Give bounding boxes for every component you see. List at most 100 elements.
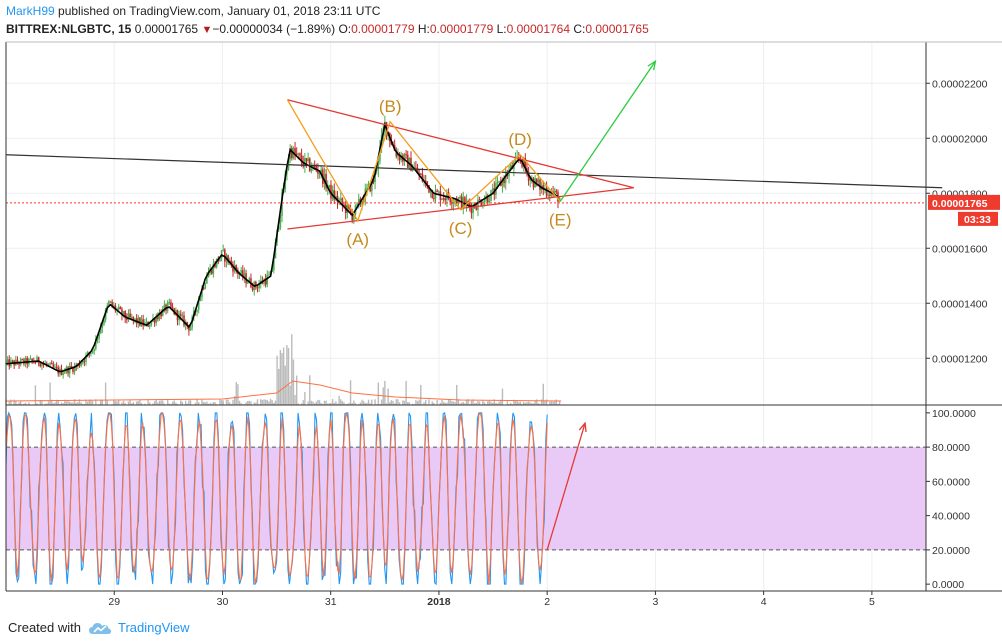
chart-svg[interactable]: (A) (B) (C) (D) (E) 0.00001200 0.00001400 0.000… [0,0,1002,612]
volume-bar [8,401,10,405]
volume-bar [488,400,491,405]
candle-body [258,284,260,289]
volume-bar [72,402,74,405]
volume-bar [28,402,30,405]
volume-bar [501,388,504,405]
volume-bar [509,402,512,405]
candle-body [444,198,447,201]
volume-bar [289,385,291,405]
candle-body [264,279,267,285]
candle-body [142,319,144,326]
volume-bar [377,382,380,405]
volume-bar [15,400,17,405]
volume-bar [168,403,171,405]
candle-body [305,158,308,162]
candle-body [168,302,171,304]
candle-body [91,351,94,354]
created-with-text: Created with [8,620,81,635]
volume-bar [452,401,455,405]
volume-bar [495,402,497,405]
candle-body [351,212,354,221]
wave-label-e: (E) [549,211,572,230]
candle-body [202,288,205,290]
candle-body [290,147,293,159]
price-tick-label: 0.00001400 [932,298,988,310]
volume-bar [135,401,138,405]
volume-bar [335,401,337,405]
volume-bar [114,400,117,405]
volume-bar [129,399,131,405]
volume-bar [418,399,420,405]
volume-bar [139,399,141,405]
candle-body [90,353,92,355]
volume-bar [157,402,159,405]
time-tick-label: 31 [325,596,337,608]
candle-body [246,282,249,284]
volume-bar [237,384,239,405]
volume-bar [526,402,528,405]
volume-bar [407,402,409,405]
candle-body [197,300,200,310]
stoch-tick-label: 80.0000 [932,442,970,454]
candle-body [96,338,99,340]
candle-body [454,200,456,202]
candle-body [240,270,242,274]
candle-body [86,352,89,355]
candle-body [310,169,313,171]
volume-bar [423,402,425,405]
candle-body [111,301,113,307]
candle-body [491,188,494,190]
candle-body [424,180,427,182]
candle-body [68,366,71,374]
candle-body [256,287,259,289]
volume-bar [163,403,166,405]
tradingview-brand[interactable]: TradingView [118,620,190,635]
symbol-label: BITTREX:NLGBTC, 15 [6,22,132,36]
time-tick-label: 2018 [427,596,451,608]
candle-body [371,179,373,192]
candle-body [428,185,430,193]
candle-body [93,348,95,352]
volume-bar [250,401,252,405]
volume-bar [273,402,275,405]
volume-bar [364,403,366,405]
candle-body [157,316,159,320]
price-tick-label: 0.00001600 [932,243,988,255]
volume-bar [411,403,414,405]
price-pane[interactable] [6,42,926,405]
volume-bar [117,400,120,405]
candle-body [325,173,327,189]
volume-bar [144,403,146,405]
volume-bar [266,400,268,405]
volume-bar [207,403,210,405]
candle-body [464,197,466,206]
high-value: 0.00001779 [429,22,494,36]
volume-bar [292,359,295,405]
candle-body [122,311,125,316]
candle-body [268,274,270,276]
author-link[interactable]: MarkH99 [6,4,55,18]
triangle-lower-line [287,187,634,230]
candle-body [366,187,368,189]
candle-body [29,358,32,360]
candle-body [480,200,483,206]
volume-bar [549,401,551,405]
candle-body [532,178,535,188]
volume-bar [537,403,540,405]
volume-bar [295,375,298,405]
candle-body [155,316,158,323]
candle-body [416,168,419,174]
volume-bar [371,399,373,405]
volume-bar [60,402,63,405]
volume-bar [300,403,303,405]
volume-bar [122,400,125,405]
volume-bar [534,400,536,405]
volume-bar [51,399,53,405]
volume-bar [238,400,241,405]
candle-body [186,321,189,326]
last-price-badge-label: 0.00001765 [932,198,988,210]
candle-body [553,190,556,194]
volume-bar [557,403,559,405]
volume-bar [449,399,451,405]
volume-bar [101,400,104,405]
